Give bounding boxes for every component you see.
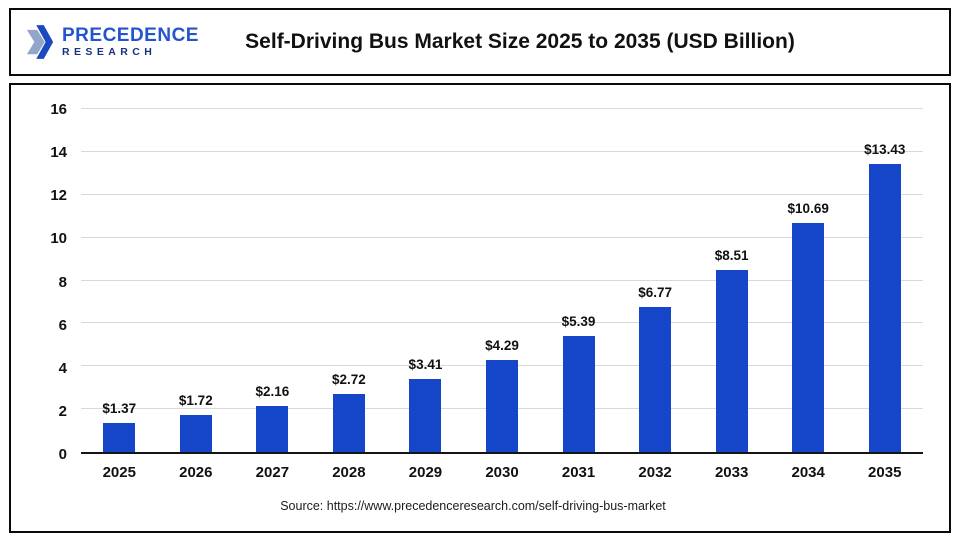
y-tick-label: 6 xyxy=(58,316,67,334)
y-tick-label: 16 xyxy=(50,101,67,118)
y-tick-label: 8 xyxy=(58,273,67,291)
x-axis-label: 2034 xyxy=(791,464,825,481)
bar-group: $4.29 xyxy=(464,109,541,452)
bar-value-label: $1.72 xyxy=(178,393,213,409)
bar-group: $1.72 xyxy=(158,109,235,452)
x-axis-label: 2032 xyxy=(638,464,672,481)
y-tick-label: 14 xyxy=(50,144,67,162)
x-axis: 2025 2026 2027 2028 2029 2030 2031 2032 2033 2034… xyxy=(81,464,923,481)
bar-chart: 0 2 4 6 8 10 12 14 16 $1.37 $1.72 $2.16 $2.72 $3.41 $… xyxy=(9,83,951,533)
x-axis-label: 2031 xyxy=(561,464,596,481)
y-tick-label: 12 xyxy=(50,187,67,205)
bar-value-label: $13.43 xyxy=(864,142,906,158)
bar-group: $3.41 xyxy=(387,109,464,452)
precedence-logo-mark-icon xyxy=(26,25,54,59)
bar xyxy=(868,164,901,452)
bar-value-label: $1.37 xyxy=(102,400,137,416)
source-text: Source: https://www.precedenceresearch.c… xyxy=(280,499,666,513)
precedence-research-logo: PRECEDENCE RESEARCH xyxy=(25,23,199,61)
bar xyxy=(409,378,442,452)
gridline xyxy=(81,279,923,281)
x-axis-label: 2035 xyxy=(868,464,902,481)
bars-container: $1.37 $1.72 $2.16 $2.72 $3.41 $4.29 $5.39 $6.77… xyxy=(81,109,923,452)
bar-group: $6.77 xyxy=(617,109,694,452)
gridline xyxy=(81,236,923,238)
bar-value-label: $5.39 xyxy=(561,314,596,330)
bar-group: $5.39 xyxy=(540,109,617,452)
gridline xyxy=(81,108,923,109)
bar-group: $13.43 xyxy=(846,109,923,452)
bar-group: $8.51 xyxy=(693,109,770,452)
x-axis-label: 2030 xyxy=(485,464,519,481)
bar xyxy=(715,269,748,452)
x-axis-label: 2026 xyxy=(179,464,213,481)
logo-text: PRECEDENCE RESEARCH xyxy=(62,24,199,59)
bar xyxy=(103,422,136,452)
x-axis-label: 2028 xyxy=(332,464,366,481)
bar xyxy=(332,393,365,452)
bar xyxy=(179,415,212,452)
bar-group: $10.69 xyxy=(770,109,847,452)
bar xyxy=(562,336,595,452)
bar xyxy=(792,222,825,452)
x-axis-label: 2027 xyxy=(255,464,290,481)
logo-line1: PRECEDENCE xyxy=(62,24,199,46)
y-tick-label: 0 xyxy=(58,446,67,463)
plot-area: $1.37 $1.72 $2.16 $2.72 $3.41 $4.29 $5.39 $6.77… xyxy=(81,108,923,454)
page-title: Self-Driving Bus Market Size 2025 to 203… xyxy=(245,30,795,53)
gridline xyxy=(81,150,923,152)
x-axis-label: 2033 xyxy=(714,464,749,481)
bar-value-label: $2.16 xyxy=(255,383,290,399)
chart-area: 0 2 4 6 8 10 12 14 16 $1.37 $1.72 $2.16 $2.72 $3.41 $… xyxy=(23,101,923,463)
bar-value-label: $3.41 xyxy=(408,356,443,372)
header: PRECEDENCE RESEARCH Self-Driving Bus Mar… xyxy=(9,8,951,76)
y-tick-label: 10 xyxy=(50,230,67,248)
bar-value-label: $10.69 xyxy=(787,200,829,216)
y-tick-label: 2 xyxy=(58,402,67,420)
bar-group: $2.72 xyxy=(311,109,388,452)
bar xyxy=(486,360,518,452)
gridline xyxy=(81,193,923,195)
bar-value-label: $2.72 xyxy=(332,371,366,387)
gridline xyxy=(81,322,923,324)
y-axis: 0 2 4 6 8 10 12 14 16 xyxy=(23,101,81,463)
y-tick-label: 4 xyxy=(58,359,67,377)
bar xyxy=(639,306,672,452)
bar-group: $2.16 xyxy=(234,109,311,452)
bar-group: $1.37 xyxy=(81,109,158,452)
bar-value-label: $4.29 xyxy=(485,338,519,354)
x-axis-label: 2025 xyxy=(102,464,136,481)
x-axis-label: 2029 xyxy=(408,464,443,481)
logo-line2: RESEARCH xyxy=(62,46,157,59)
bar-value-label: $6.77 xyxy=(638,284,672,300)
bar-value-label: $8.51 xyxy=(714,247,749,263)
bar xyxy=(256,405,289,452)
